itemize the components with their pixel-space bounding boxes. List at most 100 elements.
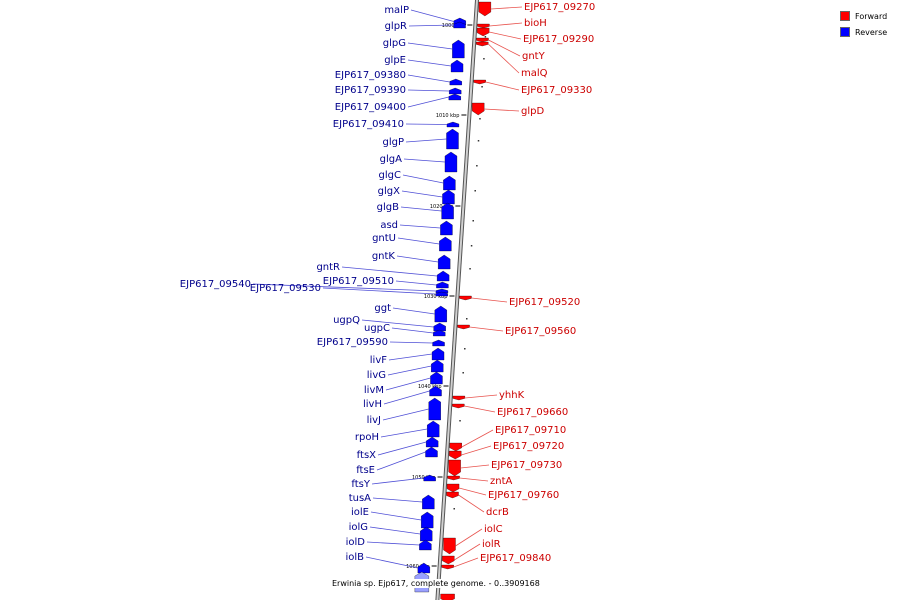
feature-dot xyxy=(481,86,483,88)
legend-forward: Forward xyxy=(840,9,887,23)
gene-arrow xyxy=(419,539,432,551)
reverse-gene-label: EJP617_09530 xyxy=(250,283,321,294)
reverse-leader-line xyxy=(405,138,447,143)
forward-leader-line xyxy=(484,108,520,112)
reverse-leader-line xyxy=(383,390,430,405)
reverse-gene-label: tusA xyxy=(349,493,371,504)
gene-arrow xyxy=(438,254,451,270)
gene-arrow xyxy=(434,305,447,323)
forward-gene-label: EJP617_09730 xyxy=(491,460,562,471)
gene-arrow xyxy=(478,1,492,17)
gene-arrow xyxy=(417,562,430,574)
forward-gene-label: EJP617_09840 xyxy=(480,553,551,564)
forward-leader-line xyxy=(489,31,522,40)
reverse-leader-line xyxy=(369,526,421,535)
reverse-leader-line xyxy=(407,59,452,67)
gene-arrow xyxy=(432,339,445,347)
gene-arrow xyxy=(440,593,455,600)
reverse-leader-line xyxy=(407,89,450,92)
gene-arrow xyxy=(476,37,489,43)
gene-arrow xyxy=(431,347,445,361)
forward-gene-label: EJP617_09330 xyxy=(521,85,592,96)
forward-gene-label: malQ xyxy=(521,68,548,79)
forward-leader-line xyxy=(459,477,489,482)
gene-arrow xyxy=(444,151,458,173)
gene-arrow xyxy=(421,511,434,529)
forward-gene-label: EJP617_09660 xyxy=(497,407,568,418)
gene-arrow xyxy=(446,483,460,493)
feature-dot xyxy=(474,190,476,192)
gene-arrow xyxy=(420,526,433,542)
reverse-leader-line xyxy=(407,96,449,108)
reverse-gene-label: asd xyxy=(380,220,398,231)
forward-gene-label: zntA xyxy=(490,476,513,487)
feature-dot xyxy=(483,58,485,60)
reverse-leader-line xyxy=(401,190,443,198)
reverse-leader-line xyxy=(370,511,422,521)
gene-arrow xyxy=(472,102,485,116)
feature-dot xyxy=(479,118,481,120)
reverse-gene-label: glgC xyxy=(379,170,401,181)
gene-arrow xyxy=(433,329,446,337)
reverse-gene-label: rpoH xyxy=(355,432,379,443)
reverse-leader-line xyxy=(410,9,454,22)
gene-arrow xyxy=(440,220,453,236)
feature-dot xyxy=(464,348,466,350)
forward-leader-line xyxy=(464,394,498,399)
reverse-leader-line xyxy=(402,174,444,184)
reverse-gene-label: ggt xyxy=(374,303,391,314)
reverse-gene-label: glgX xyxy=(378,186,400,197)
forward-leader-line xyxy=(487,43,520,74)
gene-arrow xyxy=(443,537,456,555)
reverse-leader-line xyxy=(322,287,436,295)
reverse-leader-line xyxy=(403,158,445,163)
forward-leader-line xyxy=(458,494,485,513)
reverse-gene-label: EJP617_09380 xyxy=(335,70,406,81)
gene-arrow xyxy=(435,288,449,294)
legend-forward-swatch xyxy=(840,11,850,21)
reverse-gene-label: livJ xyxy=(367,415,381,426)
forward-gene-label: EJP617_09720 xyxy=(493,441,564,452)
gene-arrow xyxy=(449,78,462,86)
reverse-leader-line xyxy=(382,408,429,421)
gene-arrow xyxy=(423,474,436,482)
reverse-gene-label: ugpC xyxy=(364,323,390,334)
reverse-leader-line xyxy=(371,477,424,485)
gene-arrow xyxy=(427,420,440,438)
reverse-gene-label: glgA xyxy=(380,154,402,165)
reverse-leader-line xyxy=(400,206,442,212)
gene-arrow xyxy=(442,189,455,205)
reverse-leader-line xyxy=(388,353,433,361)
reverse-gene-label: ugpQ xyxy=(333,315,360,326)
reverse-leader-line xyxy=(387,365,432,376)
reverse-gene-label: iolB xyxy=(345,552,364,563)
kbp-tick-label: 1040 kbp xyxy=(418,384,442,390)
legend: Forward Reverse xyxy=(840,9,887,41)
gene-arrow xyxy=(446,121,460,128)
reverse-gene-label: glpR xyxy=(385,21,407,32)
forward-gene-label: yhhK xyxy=(499,390,525,401)
forward-gene-label: EJP617_09290 xyxy=(523,34,594,45)
gene-arrow xyxy=(473,79,486,85)
forward-gene-label: EJP617_09560 xyxy=(505,326,576,337)
gene-arrow xyxy=(429,385,442,397)
gene-arrow xyxy=(477,23,490,29)
forward-leader-line xyxy=(453,557,479,568)
forward-gene-label: EJP617_09270 xyxy=(524,2,595,13)
forward-leader-line xyxy=(469,326,504,332)
reverse-leader-line xyxy=(365,556,418,569)
reverse-gene-label: gntU xyxy=(372,233,396,244)
reverse-leader-line xyxy=(396,255,439,263)
backbone xyxy=(436,0,479,600)
gene-arrow xyxy=(446,491,459,499)
reverse-gene-label: EJP617_09590 xyxy=(317,337,388,348)
reverse-gene-label: livM xyxy=(364,385,384,396)
reverse-leader-line xyxy=(395,280,437,286)
reverse-gene-label: iolG xyxy=(349,522,368,533)
reverse-gene-label: livF xyxy=(370,355,387,366)
gene-arrow xyxy=(449,87,462,95)
reverse-gene-label: livH xyxy=(363,399,382,410)
legend-reverse: Reverse xyxy=(840,25,887,39)
gene-arrow xyxy=(452,395,466,401)
gene-arrow xyxy=(433,322,446,332)
